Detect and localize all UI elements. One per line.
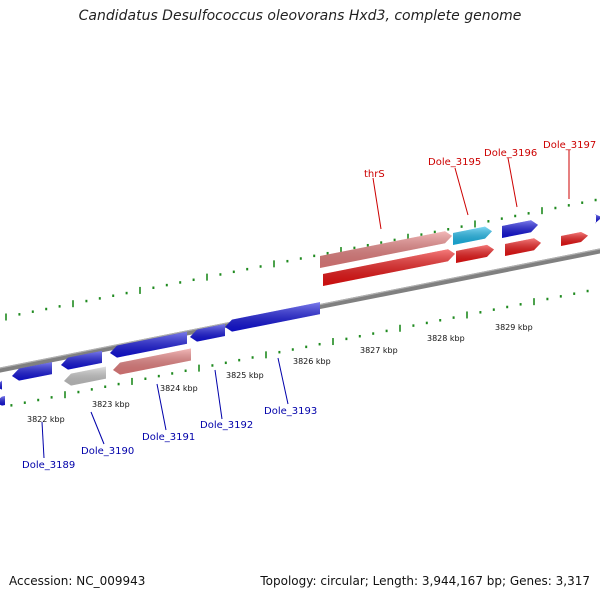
reverse-gene-labels: Dole_3189 Dole_3190 Dole_3191 Dole_3192 … [22, 406, 317, 471]
kbp-label: 3824 kbp [160, 384, 198, 393]
forward-gene-labels: thrS Dole_3195 Dole_3196 Dole_3197 [364, 140, 596, 180]
kbp-label: 3829 kbp [495, 323, 533, 332]
kbp-label: 3822 kbp [27, 415, 65, 424]
callout-line-dole-3191 [156, 383, 167, 431]
gene-block-forward-shading [323, 249, 455, 286]
callout-line-dole-3193 [277, 357, 289, 405]
gene-label-dole-3189[interactable]: Dole_3189 [22, 460, 75, 471]
gene-label-dole-3191[interactable]: Dole_3191 [142, 432, 195, 443]
gene-label-thrS[interactable]: thrS [364, 169, 385, 180]
callout-line-thrS [372, 177, 382, 230]
gene-block-forward-edge-shading [595, 214, 600, 224]
gene-dole-3196-block-shading [502, 220, 538, 238]
gene-label-dole-3193[interactable]: Dole_3193 [264, 406, 317, 417]
gene-block-reverse-edge-shading [0, 396, 5, 406]
kbp-label: 3828 kbp [427, 334, 465, 343]
gene-label-dole-3196[interactable]: Dole_3196 [484, 148, 537, 159]
gene-block-reverse-edge-shading [0, 380, 2, 390]
tick-row-lower [10, 289, 589, 407]
gene-block-reverse-shading [61, 350, 102, 370]
kbp-label: 3825 kbp [226, 371, 264, 380]
gene-dole-3193-block-shading [225, 302, 320, 332]
gene-thrS-block-shading [320, 231, 452, 268]
tick-row-upper [5, 198, 597, 321]
callout-line-dole-3189 [41, 421, 45, 459]
gene-dole-3191-block-shading [113, 348, 191, 375]
callout-line-dole-3192 [214, 369, 223, 420]
callout-line-dole-3190 [90, 411, 105, 445]
gene-dole-3190-block-shading [64, 366, 106, 386]
kbp-label: 3826 kbp [293, 357, 331, 366]
kbp-label: 3823 kbp [92, 400, 130, 409]
gene-block-reverse-shading [110, 331, 187, 358]
gene-dole-3192-block-shading [190, 324, 225, 342]
gene-dole-3195-block-shading [453, 226, 492, 245]
gene-callouts [41, 150, 570, 459]
callout-line-dole-3195 [454, 167, 469, 216]
gene-block-forward-shading [505, 238, 541, 256]
forward-strand-genes [320, 214, 600, 286]
accession-text: Accession: NC_009943 [9, 574, 146, 588]
gene-label-dole-3192[interactable]: Dole_3192 [200, 420, 253, 431]
kbp-label: 3827 kbp [360, 346, 398, 355]
genome-summary-text: Topology: circular; Length: 3,944,167 bp… [260, 574, 590, 588]
reverse-strand-genes [0, 302, 320, 406]
map-title: Candidatus Desulfococcus oleovorans Hxd3… [78, 8, 522, 24]
gene-block-reverse-shading [12, 362, 52, 381]
kbp-scale-labels: 3822 kbp 3823 kbp 3824 kbp 3825 kbp 3826… [27, 323, 533, 424]
gene-label-dole-3197[interactable]: Dole_3197 [543, 140, 596, 151]
callout-line-dole-3196 [507, 157, 518, 208]
gene-block-forward-shading [456, 244, 494, 263]
gene-label-dole-3190[interactable]: Dole_3190 [81, 446, 134, 457]
gene-label-dole-3195[interactable]: Dole_3195 [428, 157, 481, 168]
gene-dole-3197-block-shading [561, 232, 588, 246]
